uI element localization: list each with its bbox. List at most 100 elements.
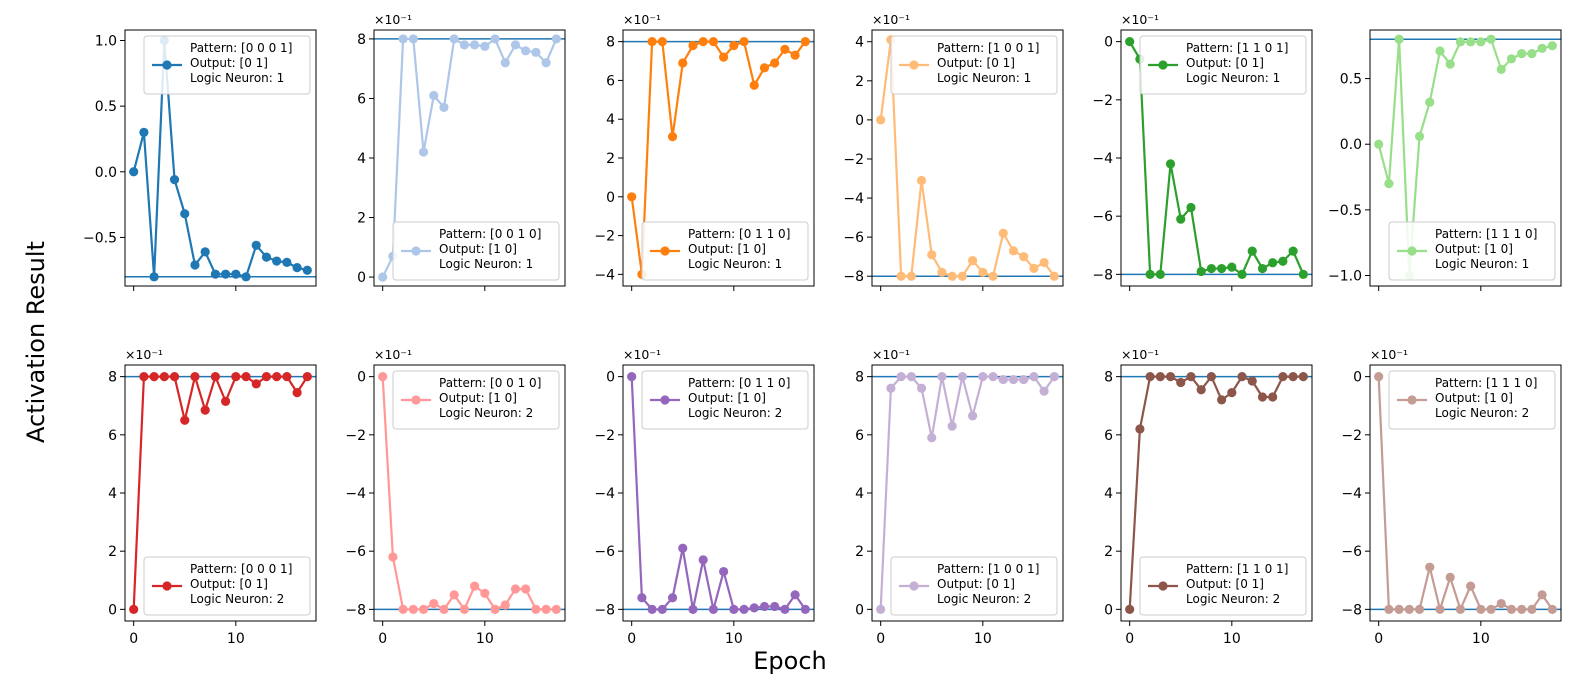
data-point	[1268, 258, 1278, 268]
legend-handle-marker	[411, 246, 421, 256]
legend-entry: Output: [1 0]	[439, 391, 517, 405]
data-point	[800, 604, 810, 614]
axes-frame	[124, 29, 317, 287]
data-point	[459, 40, 469, 50]
legend-entry: Logic Neuron: 2	[937, 592, 1031, 606]
axis-multiplier: ×10⁻¹	[374, 347, 412, 362]
legend-entry: Logic Neuron: 2	[688, 406, 782, 420]
legend-entry: Pattern: [0 0 0 1]	[190, 41, 292, 55]
series-group	[876, 372, 1059, 614]
data-point	[1537, 43, 1547, 53]
data-point	[1247, 376, 1257, 386]
data-point	[906, 372, 916, 382]
data-point	[139, 127, 149, 137]
axis-multiplier: ×10⁻¹	[1121, 12, 1159, 27]
y-tick-label: 0	[1104, 602, 1113, 618]
x-tick-label: 10	[725, 631, 743, 647]
data-point	[490, 604, 500, 614]
data-point	[678, 58, 688, 68]
legend-entry: Logic Neuron: 2	[1186, 592, 1280, 606]
subplot: 8 6 4 2 00 10 ×10⁻¹ Pattern: [1 1 0 1]Output: […	[1104, 347, 1313, 647]
data-point	[1257, 392, 1268, 402]
data-point	[1019, 252, 1029, 262]
data-point	[200, 405, 210, 415]
legend: Pattern: [1 0 0 1]Output: [0 1]Logic Neu…	[890, 35, 1058, 95]
data-point	[282, 372, 292, 382]
data-point	[1425, 97, 1435, 107]
data-point	[770, 58, 780, 68]
y-tick-label: 8	[108, 370, 117, 386]
data-point	[708, 37, 718, 47]
data-point	[916, 383, 927, 393]
y-tick-label: 1.0	[95, 34, 117, 50]
y-tick-label: 2	[606, 151, 615, 167]
data-point	[251, 379, 261, 389]
legend-entry: Output: [1 0]	[688, 242, 766, 256]
data-point	[627, 192, 637, 202]
data-point	[1547, 41, 1557, 51]
data-point	[1257, 263, 1268, 274]
data-point	[1298, 269, 1308, 279]
axes-frame	[871, 29, 1064, 287]
series-group	[378, 34, 561, 282]
y-tick-label: 0	[108, 602, 117, 618]
legend-entry: Logic Neuron: 2	[1435, 406, 1529, 420]
data-point	[1247, 246, 1257, 256]
data-point	[688, 40, 698, 51]
data-point	[1298, 372, 1308, 382]
legend-entry: Output: [1 0]	[1435, 242, 1513, 256]
data-point	[1404, 604, 1414, 614]
series-group	[129, 372, 312, 614]
y-tick-label: 0.0	[95, 165, 117, 181]
legend-entry: Pattern: [1 1 0 1]	[1186, 562, 1288, 576]
subplot: 0 −2 −4 −6 −8 0 10 ×10⁻¹ Pattern: [0 1 1 0]Outpu…	[594, 347, 815, 647]
data-point	[378, 372, 388, 382]
data-point	[1206, 263, 1216, 274]
legend-entry: Logic Neuron: 1	[439, 257, 533, 271]
axes-frame	[1369, 29, 1562, 287]
data-point	[886, 383, 896, 393]
legend-box	[1139, 35, 1307, 95]
data-point	[1445, 59, 1455, 69]
data-point	[1029, 372, 1039, 382]
data-point	[957, 372, 967, 382]
data-point	[647, 37, 657, 47]
legend-entry: Logic Neuron: 1	[688, 257, 782, 271]
data-point	[1486, 34, 1496, 44]
data-point	[937, 267, 947, 277]
y-tick-label: 6	[606, 73, 615, 89]
data-point	[780, 604, 790, 614]
series-group	[1374, 372, 1557, 614]
data-point	[378, 272, 388, 282]
data-point	[1288, 372, 1298, 382]
y-tick-label: −4	[594, 486, 615, 502]
x-tick-label: 10	[1223, 631, 1241, 647]
data-point	[1196, 385, 1206, 395]
data-point	[439, 604, 449, 614]
y-tick-label: 0	[357, 270, 366, 286]
data-point	[1527, 604, 1537, 614]
legend-entry: Logic Neuron: 1	[1435, 257, 1529, 271]
y-tick-label: −8	[594, 602, 615, 618]
y-tick-label: 8	[357, 32, 366, 48]
y-tick-label: 6	[1104, 428, 1113, 444]
y-tick-label: 6	[108, 428, 117, 444]
y-tick-label: 0	[855, 113, 864, 129]
data-point	[1196, 266, 1206, 277]
data-point	[1145, 372, 1155, 382]
y-tick-label: 4	[1104, 486, 1113, 502]
data-point	[1384, 604, 1394, 614]
data-point	[1217, 395, 1227, 405]
series-group	[378, 372, 561, 614]
y-tick-label: −0.5	[1328, 203, 1362, 219]
legend-handle-marker	[1407, 246, 1417, 256]
y-tick-label: 4	[855, 486, 864, 502]
data-point	[459, 604, 469, 614]
y-tick-label: −4	[843, 191, 864, 207]
data-point	[470, 581, 480, 591]
legend-box	[890, 35, 1058, 95]
data-point	[292, 263, 302, 273]
data-point	[531, 604, 541, 614]
legend-entry: Output: [0 1]	[190, 577, 268, 591]
legend-entry: Pattern: [0 0 0 1]	[190, 562, 292, 576]
